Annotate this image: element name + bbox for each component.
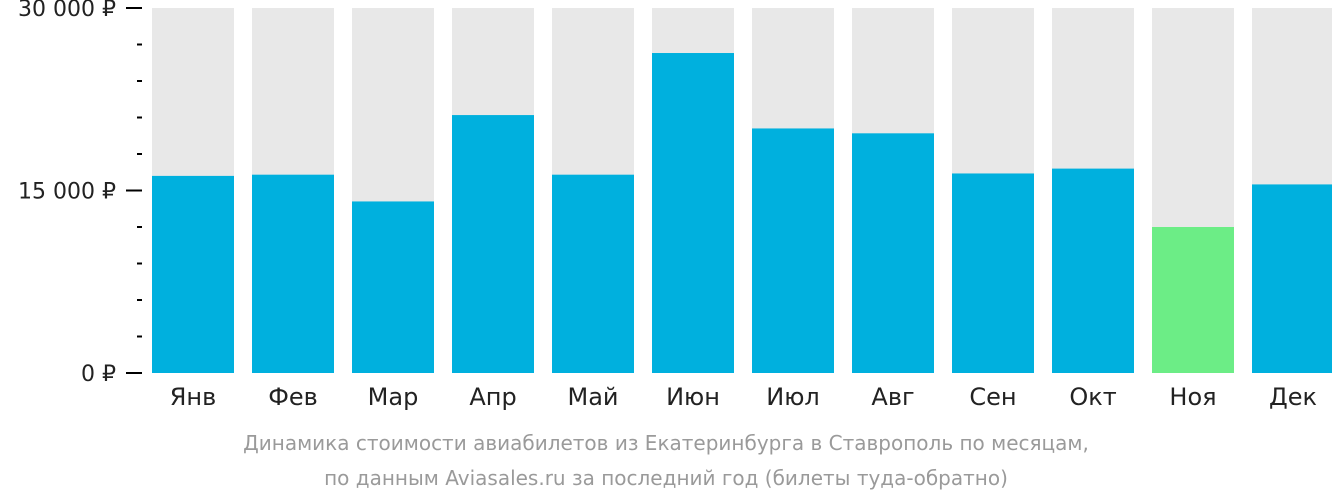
x-tick-label: Дек	[1269, 383, 1317, 411]
y-tick-label: 0 ₽	[81, 362, 116, 387]
x-tick-label: Апр	[469, 383, 516, 411]
bar	[552, 174, 634, 373]
chart-caption-line-2: по данным Aviasales.ru за последний год …	[324, 466, 1008, 490]
chart-caption-line-1: Динамика стоимости авиабилетов из Екатер…	[243, 431, 1089, 455]
bar	[1152, 227, 1234, 373]
y-tick-label: 15 000 ₽	[18, 180, 116, 205]
x-tick-label: Ноя	[1169, 383, 1216, 411]
x-tick-label: Янв	[170, 383, 217, 411]
bar	[352, 201, 434, 373]
bar	[1052, 168, 1134, 373]
x-tick-label: Окт	[1069, 383, 1116, 411]
y-tick-label: 30 000 ₽	[18, 0, 116, 22]
bar	[652, 53, 734, 374]
x-tick-label: Авг	[871, 383, 914, 411]
bar	[152, 175, 234, 373]
x-tick-label: Фев	[268, 383, 318, 411]
x-tick-label: Июл	[766, 383, 820, 411]
price-bar-chart: 0 ₽ 15 000 ₽ 30 000 ₽ Янв Фев Мар Апр Май Июн Июл…	[18, 0, 1332, 411]
bar	[452, 115, 534, 374]
x-tick-label: Май	[567, 383, 618, 411]
x-tick-label: Мар	[368, 383, 419, 411]
bar	[852, 133, 934, 373]
bar	[952, 173, 1034, 373]
x-tick-label: Сен	[969, 383, 1016, 411]
bar	[752, 128, 834, 373]
bar	[252, 174, 334, 373]
x-tick-label: Июн	[666, 383, 720, 411]
bar	[1252, 184, 1332, 373]
